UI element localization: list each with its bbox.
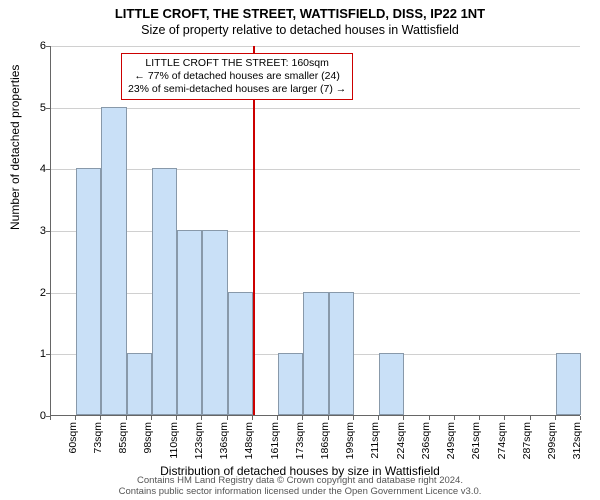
bar — [278, 353, 303, 415]
bar — [202, 230, 227, 415]
x-tick-mark — [504, 416, 505, 420]
x-tick-mark — [555, 416, 556, 420]
y-tick-mark — [46, 169, 50, 170]
y-tick-label: 2 — [32, 287, 46, 299]
bar — [152, 168, 177, 415]
x-tick-mark — [50, 416, 51, 420]
x-tick-mark — [75, 416, 76, 420]
chart-title: LITTLE CROFT, THE STREET, WATTISFIELD, D… — [0, 0, 600, 21]
x-tick-mark — [429, 416, 430, 420]
x-tick-label: 287sqm — [521, 422, 533, 459]
x-tick-label: 236sqm — [420, 422, 432, 459]
y-tick-mark — [46, 231, 50, 232]
x-tick-mark — [277, 416, 278, 420]
x-tick-label: 261sqm — [470, 422, 482, 459]
x-tick-mark — [151, 416, 152, 420]
x-tick-label: 148sqm — [243, 422, 255, 459]
x-tick-mark — [176, 416, 177, 420]
x-tick-mark — [252, 416, 253, 420]
bar — [303, 292, 328, 415]
x-tick-label: 173sqm — [294, 422, 306, 459]
x-tick-mark — [530, 416, 531, 420]
gridline — [51, 231, 580, 232]
x-tick-mark — [126, 416, 127, 420]
bar — [76, 168, 101, 415]
bar — [556, 353, 581, 415]
plot-area: LITTLE CROFT THE STREET: 160sqm← 77% of … — [50, 46, 580, 416]
y-tick-label: 4 — [32, 163, 46, 175]
x-tick-mark — [100, 416, 101, 420]
x-tick-label: 136sqm — [218, 422, 230, 459]
x-tick-mark — [454, 416, 455, 420]
y-tick-label: 6 — [32, 40, 46, 52]
bar — [127, 353, 152, 415]
bar — [379, 353, 404, 415]
bar — [228, 292, 253, 415]
x-tick-mark — [201, 416, 202, 420]
x-tick-label: 161sqm — [269, 422, 281, 459]
annotation-line2: ← 77% of detached houses are smaller (24… — [128, 70, 346, 83]
y-tick-mark — [46, 354, 50, 355]
x-tick-label: 85sqm — [117, 422, 129, 454]
annotation-line1: LITTLE CROFT THE STREET: 160sqm — [128, 57, 346, 70]
x-tick-label: 211sqm — [369, 422, 381, 459]
x-tick-mark — [353, 416, 354, 420]
x-tick-label: 60sqm — [67, 422, 79, 454]
x-tick-mark — [328, 416, 329, 420]
y-tick-mark — [46, 293, 50, 294]
footer-text: Contains HM Land Registry data © Crown c… — [0, 476, 600, 498]
x-tick-label: 123sqm — [193, 422, 205, 459]
y-tick-mark — [46, 108, 50, 109]
x-tick-label: 299sqm — [546, 422, 558, 459]
marker-line — [253, 46, 255, 415]
x-tick-label: 98sqm — [142, 422, 154, 454]
x-tick-mark — [403, 416, 404, 420]
x-tick-label: 312sqm — [571, 422, 583, 459]
y-axis-label: Number of detached properties — [8, 65, 22, 230]
chart-subtitle: Size of property relative to detached ho… — [0, 21, 600, 37]
annotation-box: LITTLE CROFT THE STREET: 160sqm← 77% of … — [121, 53, 353, 100]
chart-container: LITTLE CROFT, THE STREET, WATTISFIELD, D… — [0, 0, 600, 500]
gridline — [51, 108, 580, 109]
bar — [177, 230, 202, 415]
gridline — [51, 46, 580, 47]
annotation-line3: 23% of semi-detached houses are larger (… — [128, 83, 346, 96]
x-tick-label: 249sqm — [445, 422, 457, 459]
footer-line2: Contains public sector information licen… — [0, 487, 600, 498]
y-tick-mark — [46, 46, 50, 47]
x-tick-mark — [479, 416, 480, 420]
x-tick-label: 199sqm — [344, 422, 356, 459]
x-tick-mark — [580, 416, 581, 420]
x-tick-label: 274sqm — [496, 422, 508, 459]
x-tick-mark — [378, 416, 379, 420]
y-tick-label: 1 — [32, 348, 46, 360]
bar — [329, 292, 354, 415]
y-tick-label: 3 — [32, 225, 46, 237]
x-tick-mark — [227, 416, 228, 420]
x-tick-label: 186sqm — [319, 422, 331, 459]
x-tick-mark — [302, 416, 303, 420]
x-tick-label: 110sqm — [168, 422, 180, 459]
bar — [101, 107, 126, 415]
x-tick-label: 73sqm — [92, 422, 104, 454]
y-tick-label: 0 — [32, 410, 46, 422]
gridline — [51, 169, 580, 170]
y-tick-label: 5 — [32, 102, 46, 114]
x-tick-label: 224sqm — [395, 422, 407, 459]
